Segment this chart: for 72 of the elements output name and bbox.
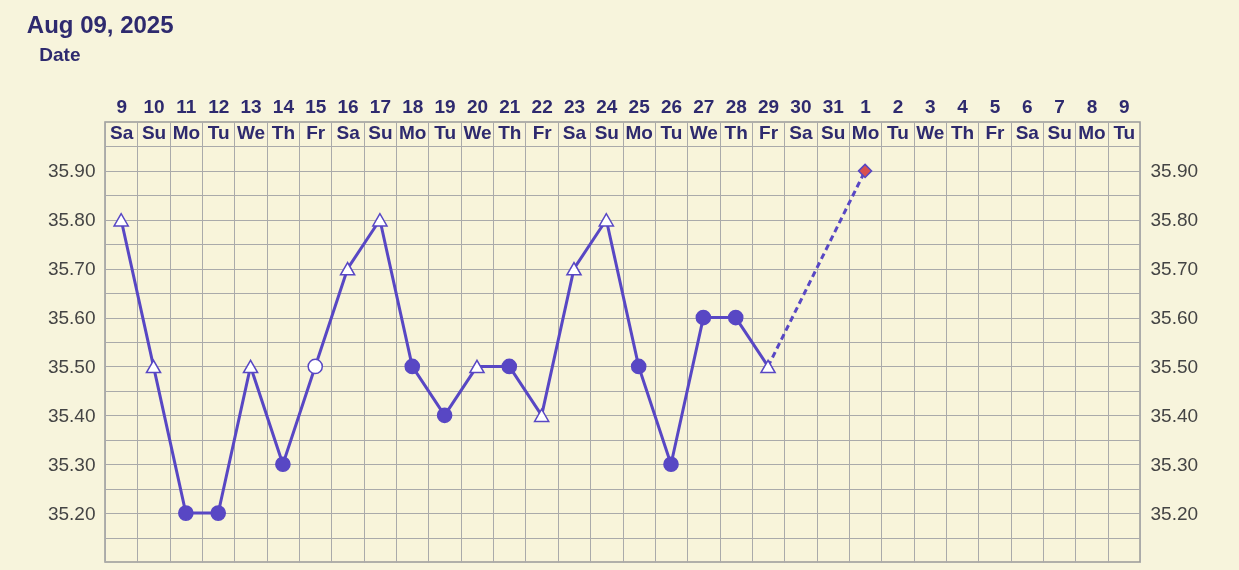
x-tick-label: 5 Fr	[985, 95, 1006, 143]
x-tick-label: 6 Sa	[1015, 95, 1040, 143]
x-axis-title: Date	[39, 43, 81, 65]
point	[307, 358, 324, 375]
y-tick-label: 35.80	[47, 209, 96, 231]
y-tick-label: 35.40	[47, 404, 96, 426]
point	[210, 505, 227, 521]
y-tick-label: 35.90	[47, 160, 96, 182]
x-tick-label: 30 Sa	[789, 95, 813, 143]
x-tick-label: 1 Mo	[851, 95, 880, 143]
y-tick-label: 35.50	[47, 355, 96, 377]
x-tick-label: 9 Tu	[1113, 95, 1136, 143]
x-tick-label: 26 Tu	[660, 95, 683, 143]
x-tick-label: 15 Fr	[305, 95, 327, 143]
y2-tick-label: 35.90	[1150, 160, 1199, 182]
y-tick-label: 35.70	[47, 258, 96, 280]
point	[469, 359, 485, 374]
point	[145, 359, 162, 374]
point	[404, 358, 421, 375]
x-tick-label: 18 Mo	[399, 95, 427, 143]
x-tick-label: 25 Mo	[625, 95, 653, 143]
y2-tick-label: 35.40	[1150, 404, 1199, 426]
x-tick-label: 9 Sa	[110, 95, 134, 143]
x-tick-label: 29 Fr	[757, 95, 780, 143]
point	[760, 359, 776, 374]
point	[566, 261, 582, 276]
point	[533, 408, 550, 423]
x-tick-label: 7 Su	[1047, 95, 1072, 143]
y2-tick-label: 35.30	[1150, 453, 1199, 475]
y-tick-label: 35.30	[47, 453, 96, 475]
x-tick-label: 31 Su	[821, 95, 846, 143]
x-tick-label: 12 Tu	[207, 95, 230, 143]
x-tick-label: 19 Tu	[434, 95, 457, 143]
x-tick-label: 14 Th	[271, 95, 295, 143]
point	[275, 456, 291, 473]
y2-tick-label: 35.50	[1150, 355, 1199, 377]
point	[339, 261, 356, 276]
point	[695, 309, 712, 326]
x-tick-label: 4 Th	[951, 95, 975, 143]
x-tick-label: 24 Su	[594, 95, 619, 143]
point	[630, 358, 647, 375]
x-tick-label: 17 Su	[368, 95, 393, 143]
point	[663, 456, 679, 473]
x-tick-label: 3 We	[916, 95, 945, 143]
point	[113, 212, 129, 227]
point	[178, 505, 194, 521]
x-tick-label: 2 Tu	[887, 95, 909, 143]
x-tick-label: 23 Sa	[562, 95, 587, 143]
x-tick-label: 20 We	[463, 95, 492, 143]
point	[242, 359, 259, 374]
x-tick-label: 13 We	[236, 95, 266, 143]
point	[436, 407, 453, 424]
point	[598, 212, 615, 227]
point	[857, 163, 873, 179]
point	[727, 309, 744, 326]
point	[372, 212, 388, 227]
x-tick-label: 22 Fr	[531, 95, 553, 143]
x-tick-label: 10 Su	[141, 95, 167, 143]
x-tick-label: 21 Th	[498, 95, 522, 143]
y2-tick-label: 35.60	[1150, 307, 1199, 329]
y2-tick-label: 35.20	[1150, 502, 1199, 524]
chart-title: Aug 09, 2025	[26, 11, 174, 38]
x-tick-label: 11 Mo	[172, 95, 201, 143]
x-tick-label: 28 Th	[724, 95, 748, 143]
point	[501, 358, 518, 375]
x-tick-label: 8 Mo	[1078, 95, 1106, 143]
x-tick-label: 27 We	[689, 95, 718, 143]
x-tick-label: 16 Sa	[336, 95, 361, 143]
y-tick-label: 35.60	[47, 307, 96, 329]
y2-tick-label: 35.70	[1150, 258, 1199, 280]
y2-tick-label: 35.80	[1150, 209, 1199, 231]
y-tick-label: 35.20	[47, 502, 96, 524]
